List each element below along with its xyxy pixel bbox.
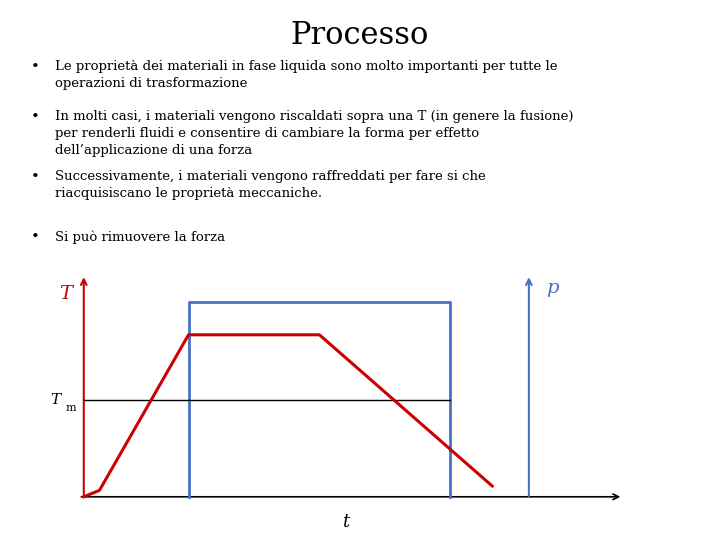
Text: T: T [59, 285, 72, 303]
Text: t: t [342, 513, 349, 531]
Text: T: T [50, 393, 60, 407]
Text: •: • [31, 230, 40, 244]
Text: •: • [31, 170, 40, 184]
Text: •: • [31, 60, 40, 74]
Text: Successivamente, i materiali vengono raffreddati per fare si che
riacquisiscano : Successivamente, i materiali vengono raf… [55, 170, 486, 200]
Text: m: m [66, 403, 76, 413]
Text: p: p [546, 279, 559, 296]
Text: Processo: Processo [291, 20, 429, 51]
Text: Le proprietà dei materiali in fase liquida sono molto importanti per tutte le
op: Le proprietà dei materiali in fase liqui… [55, 60, 557, 90]
Text: In molti casi, i materiali vengono riscaldati sopra una T (in genere la fusione): In molti casi, i materiali vengono risca… [55, 110, 574, 157]
Text: •: • [31, 110, 40, 124]
Text: Si può rimuovere la forza: Si può rimuovere la forza [55, 230, 225, 244]
